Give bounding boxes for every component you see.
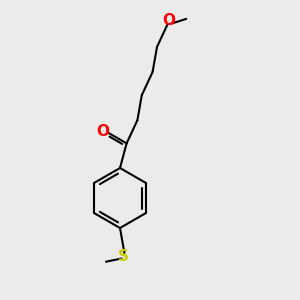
Text: O: O xyxy=(162,13,175,28)
Text: O: O xyxy=(96,124,109,139)
Text: S: S xyxy=(117,249,128,264)
